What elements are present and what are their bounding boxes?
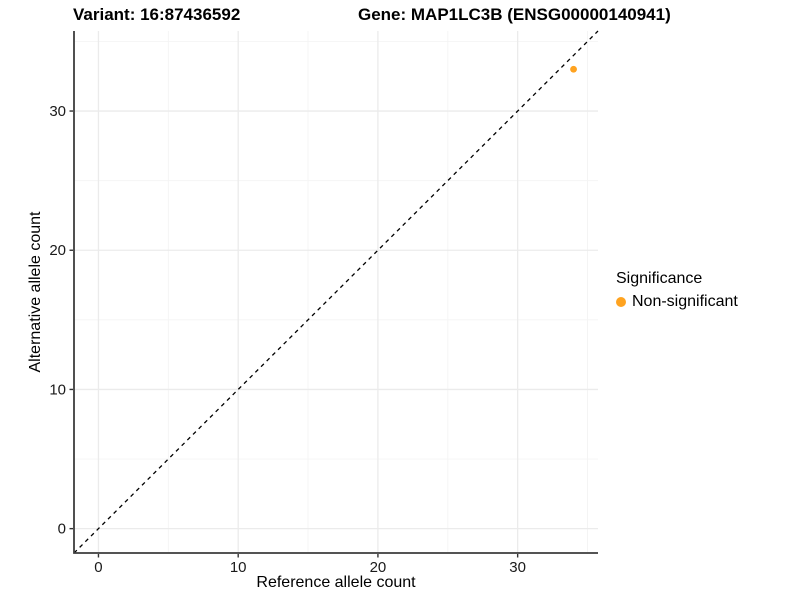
x-tick-label: 20 (370, 559, 387, 576)
variant-title: Variant: 16:87436592 (73, 5, 241, 24)
gene-title: Gene: MAP1LC3B (ENSG00000140941) (358, 5, 671, 24)
x-tick-label: 0 (94, 559, 102, 576)
x-tick-label: 30 (509, 559, 526, 576)
identity-dashed-line (73, 30, 599, 554)
legend-item-label: Non-significant (632, 293, 738, 310)
y-axis-title: Alternative allele count (27, 211, 44, 373)
legend-title: Significance (616, 270, 703, 287)
y-tick-label: 30 (49, 103, 66, 120)
y-tick-label: 20 (49, 242, 66, 259)
data-point (570, 65, 577, 73)
legend: Significance Non-significant (616, 269, 738, 311)
x-axis-title: Reference allele count (256, 574, 416, 591)
x-tick-label: 10 (230, 559, 247, 576)
y-tick-label: 0 (58, 521, 66, 538)
legend-point-icon (616, 297, 626, 307)
legend-item: Non-significant (616, 293, 738, 311)
axis-lines (73, 31, 598, 554)
y-tick-label: 10 (49, 381, 66, 398)
